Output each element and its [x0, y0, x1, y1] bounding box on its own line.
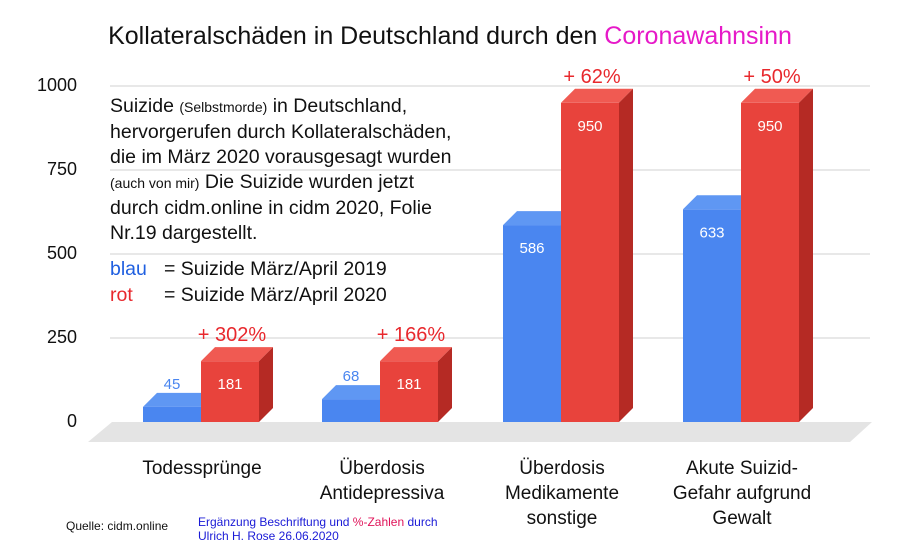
- bar-2020-side: [799, 88, 813, 423]
- value-label-2019: 586: [519, 240, 544, 257]
- annotation-small-part: (auch von mir): [110, 175, 200, 191]
- annotation-text-part: die im März 2020 vorausgesagt wurden: [110, 146, 452, 168]
- annotation-small-part: (Selbstmorde): [179, 99, 268, 115]
- category-label: Akute Suizid- Gefahr aufgrund Gewalt: [657, 456, 827, 531]
- bar-2020-top: [561, 88, 633, 103]
- y-tick-label: 250: [46, 327, 77, 347]
- y-tick-label: 500: [46, 243, 77, 263]
- bar-2020-top: [380, 347, 452, 362]
- y-tick-label: 1000: [36, 75, 77, 95]
- category-label-line: sonstige: [526, 508, 598, 529]
- annotation-rest-part: in Deutschland,: [267, 95, 408, 117]
- category-label-line: Antidepressiva: [319, 483, 445, 504]
- legend-red-key: rot: [110, 284, 133, 306]
- category-label: Überdosis Medikamente sonstige: [477, 456, 647, 531]
- bar-2020-side: [619, 88, 633, 423]
- legend-red: rot = Suizide März/April 2020: [110, 284, 387, 307]
- legend-red-text: = Suizide März/April 2020: [164, 284, 387, 306]
- value-label-2020: 950: [577, 118, 602, 135]
- bar-2019: [503, 225, 561, 422]
- chart-title: Kollateralschäden in Deutschland durch d…: [0, 22, 900, 51]
- legend-blue-key: blau: [110, 258, 147, 280]
- category-label: Todessprünge: [117, 456, 287, 481]
- category-label-line: Überdosis: [339, 458, 425, 479]
- bar-2020-top: [741, 88, 813, 103]
- bar-2020: [741, 102, 799, 423]
- credit-percent: %-Zahlen: [352, 515, 405, 529]
- percent-label: + 166%: [377, 324, 446, 346]
- annotation-line: hervorgerufen durch Kollateralschäden,: [110, 120, 451, 145]
- value-label-2019: 633: [699, 224, 724, 241]
- bar-2020-side: [259, 347, 273, 422]
- annotation-text-part: Nr.19 dargestellt.: [110, 222, 258, 244]
- annotation-line: Nr.19 dargestellt.: [110, 221, 451, 246]
- y-tick-label: 0: [66, 411, 77, 431]
- legend-blue: blau = Suizide März/April 2019: [110, 258, 387, 281]
- category-label-line: Medikamente: [504, 483, 620, 504]
- annotation-text-part: Suizide: [110, 95, 180, 117]
- value-label-2019: 45: [164, 376, 181, 393]
- bar-2020: [561, 102, 619, 423]
- title-highlight: Coronawahnsinn: [604, 22, 792, 50]
- percent-label: + 50%: [743, 66, 800, 88]
- bar-2020-side: [438, 347, 452, 422]
- chart-floor: [88, 422, 872, 442]
- category-label: Überdosis Antidepressiva: [297, 456, 467, 506]
- bar-2019-top: [683, 195, 755, 210]
- percent-label: + 302%: [198, 324, 267, 346]
- value-label-2020: 181: [217, 376, 242, 393]
- annotation-text-part: durch cidm.online in cidm 2020, Folie: [110, 197, 432, 219]
- value-label-2020: 950: [757, 118, 782, 135]
- bar-2019-top: [143, 392, 215, 407]
- y-tick-label: 750: [46, 159, 77, 179]
- bar-2019: [322, 399, 380, 422]
- annotation-line: (auch von mir) Die Suizide wurden jetzt: [110, 170, 451, 196]
- value-label-2020: 181: [396, 376, 421, 393]
- bar-2020: [380, 361, 438, 422]
- percent-label: + 62%: [563, 66, 620, 88]
- credit-line2: Ulrich H. Rose 26.06.2020: [198, 529, 339, 543]
- annotation-line: Suizide (Selbstmorde) in Deutschland,: [110, 94, 451, 120]
- bar-2020-top: [201, 347, 273, 362]
- legend-blue-text: = Suizide März/April 2019: [164, 258, 387, 280]
- category-label-line: Gefahr aufgrund: [672, 483, 812, 504]
- bar-2019: [143, 406, 201, 422]
- credit-part1: Ergänzung Beschriftung und: [198, 515, 353, 529]
- bar-2020: [201, 361, 259, 422]
- source-note: Quelle: cidm.online: [66, 519, 169, 533]
- annotation-line: die im März 2020 vorausgesagt wurden: [110, 145, 451, 170]
- annotation-text: Suizide (Selbstmorde) in Deutschland, her…: [110, 94, 451, 246]
- annotation-rest-part: Die Suizide wurden jetzt: [199, 171, 415, 193]
- category-label-line: Gewalt: [712, 508, 772, 529]
- bar-2019: [683, 209, 741, 422]
- bar-2019-top: [503, 211, 575, 226]
- value-label-2019: 68: [343, 368, 360, 385]
- category-label-line: Überdosis: [519, 458, 605, 479]
- credit-part2: durch: [404, 515, 438, 529]
- annotation-line: durch cidm.online in cidm 2020, Folie: [110, 196, 451, 221]
- title-main: Kollateralschäden in Deutschland durch d…: [108, 22, 598, 50]
- bar-2019-top: [322, 385, 394, 400]
- annotation-text-part: hervorgerufen durch Kollateralschäden,: [110, 121, 452, 143]
- credit-note: Ergänzung Beschriftung und %-Zahlen durc…: [198, 515, 438, 543]
- category-label-line: Akute Suizid-: [686, 458, 798, 479]
- category-label-line: Todessprünge: [142, 458, 262, 479]
